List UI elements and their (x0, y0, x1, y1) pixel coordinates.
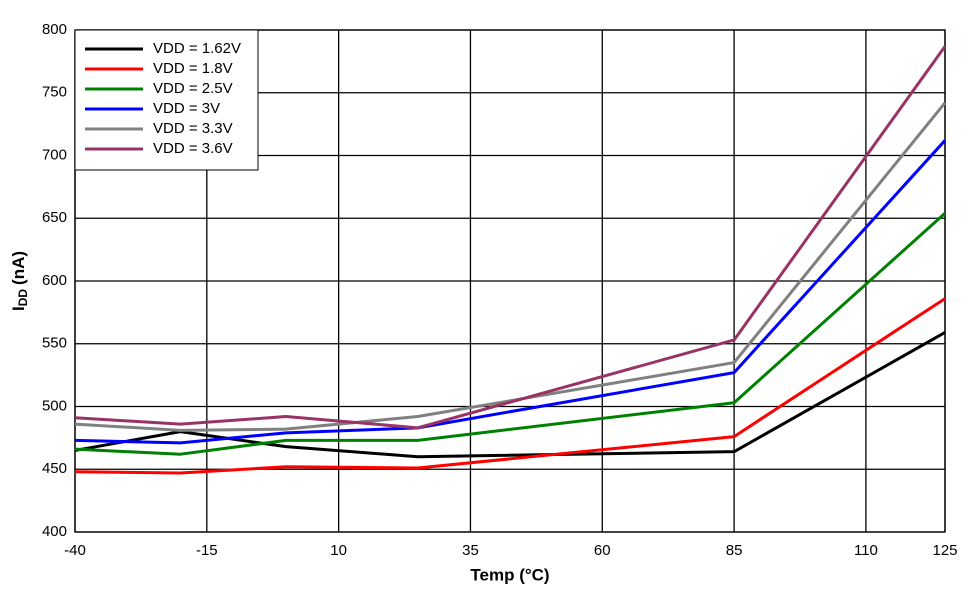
y-tick-label: 800 (42, 21, 67, 38)
legend-label: VDD = 1.62V (153, 40, 241, 57)
legend-label: VDD = 1.8V (153, 60, 233, 77)
y-title-unit: (nA) (9, 251, 28, 285)
y-tick-label: 400 (42, 523, 67, 540)
plot-frame (74, 29, 946, 533)
y-tick-label: 500 (42, 397, 67, 414)
x-tick-label: 35 (462, 542, 479, 559)
x-tick-label: 85 (726, 542, 743, 559)
series-line (74, 212, 947, 456)
legend-box (74, 29, 259, 171)
legend-label: VDD = 2.5V (153, 80, 233, 97)
x-tick-label: -15 (196, 542, 218, 559)
y-tick-label: 750 (42, 84, 67, 101)
legend-label: VDD = 3.6V (153, 140, 233, 157)
series-line (74, 139, 947, 445)
legend-label: VDD = 3V (153, 100, 220, 117)
y-tick-label: 650 (42, 209, 67, 226)
x-tick-label: 125 (932, 542, 957, 559)
x-tick-label: -40 (64, 542, 86, 559)
x-tick-label: 110 (854, 542, 878, 559)
x-axis-title: Temp (°C) (470, 565, 549, 584)
x-tick-label: 60 (594, 542, 611, 559)
y-tick-label: 600 (42, 272, 67, 289)
series-line (74, 331, 946, 459)
y-tick-label: 450 (42, 460, 67, 477)
y-axis-title: IDD (nA) (9, 251, 30, 311)
series-line (74, 45, 947, 430)
series-line (74, 297, 946, 475)
y-tick-label: 550 (42, 335, 67, 352)
y-tick-label: 700 (42, 146, 67, 163)
y-title-main: I (9, 306, 28, 311)
y-title-sub: DD (16, 289, 30, 307)
legend-label: VDD = 3.3V (153, 120, 233, 137)
x-tick-label: 10 (330, 542, 347, 559)
